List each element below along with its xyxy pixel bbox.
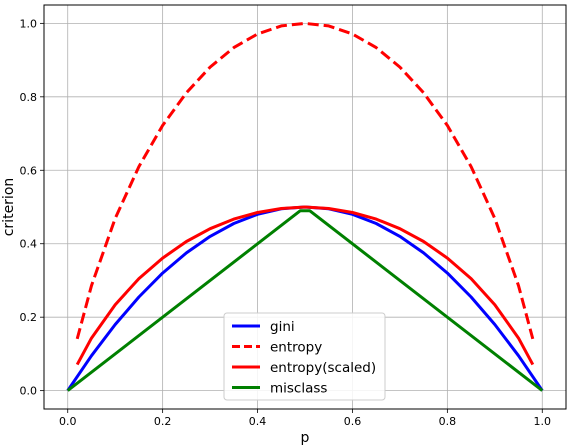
y-axis-ticks: 0.0 0.2 0.4 0.6 0.8 1.0 [20, 17, 44, 398]
y-tick-label: 0.2 [20, 311, 38, 324]
y-tick-label: 0.4 [20, 238, 38, 251]
grid [44, 5, 566, 409]
x-axis-label: p [301, 430, 310, 446]
x-tick-label: 0.8 [439, 415, 457, 428]
legend-label: gini [270, 319, 295, 335]
y-tick-label: 0.6 [20, 164, 38, 177]
plot-frame [43, 4, 567, 410]
y-axis-label: criterion [1, 178, 17, 237]
x-tick-label: 0.4 [249, 415, 267, 428]
series-line-misclass [66, 209, 544, 392]
y-tick-label: 0.0 [20, 385, 38, 398]
x-axis-ticks: 0.0 0.2 0.4 0.6 0.8 1.0 [59, 409, 551, 428]
y-tick-label: 1.0 [20, 17, 38, 30]
legend-label: entropy(scaled) [270, 360, 376, 376]
series-line-entropy-scaled- [75, 205, 535, 366]
x-tick-label: 0.2 [154, 415, 172, 428]
legend: gini entropy entropy(scaled) misclass [223, 312, 386, 401]
x-tick-label: 1.0 [534, 415, 552, 428]
y-tick-label: 0.8 [20, 91, 38, 104]
x-tick-label: 0.6 [344, 415, 362, 428]
legend-label: entropy [270, 340, 322, 356]
series-line-entropy [75, 21, 535, 340]
legend-label: misclass [270, 381, 327, 397]
series-lines [66, 21, 544, 392]
legend-box [223, 312, 386, 401]
x-tick-label: 0.0 [59, 415, 77, 428]
